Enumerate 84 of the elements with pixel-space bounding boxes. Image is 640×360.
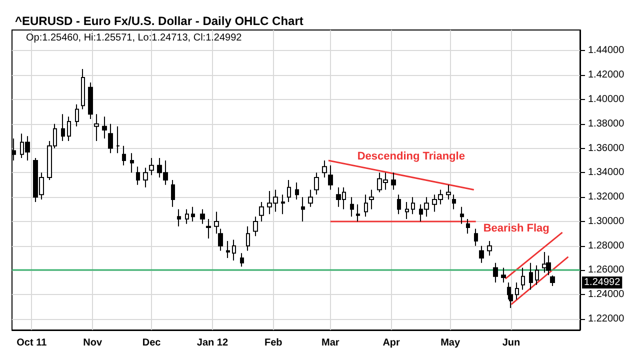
candlestick xyxy=(75,104,79,127)
candlestick xyxy=(460,206,464,224)
candlestick xyxy=(295,182,299,200)
y-tick-label: 1.42000 xyxy=(588,70,625,81)
candlestick xyxy=(521,267,525,290)
candlestick xyxy=(391,172,396,190)
candlestick xyxy=(350,196,354,218)
candlestick xyxy=(88,82,93,120)
candlestick xyxy=(171,180,175,208)
candlestick xyxy=(529,262,533,290)
y-tick-label: 1.22000 xyxy=(588,314,625,325)
x-tick-label: Mar xyxy=(321,338,340,348)
candlestick xyxy=(259,201,264,222)
x-tick-label: Dec xyxy=(142,338,162,348)
annotation: Descending Triangle xyxy=(357,150,465,162)
x-tick-label: Nov xyxy=(83,338,102,348)
candlestick xyxy=(328,164,333,190)
x-tick-label: Oct 11 xyxy=(16,338,48,348)
candlestick xyxy=(550,274,555,286)
candlestick xyxy=(542,251,547,274)
candlestick xyxy=(253,216,258,237)
candlestick xyxy=(479,245,484,264)
annotation: Op:1.25460, Hi:1.25571, Lo:1.24713, Cl:1.24992 xyxy=(26,32,242,44)
candlestick xyxy=(81,68,85,110)
y-tick-label: 1.30000 xyxy=(588,216,625,227)
candlestick xyxy=(246,226,250,252)
candlestick xyxy=(446,184,451,200)
y-tick-label: 1.38000 xyxy=(588,118,625,130)
candlestick xyxy=(301,196,305,222)
candlestick xyxy=(356,204,360,222)
y-tick-label: 1.28000 xyxy=(588,240,625,252)
candlestick xyxy=(314,172,319,196)
y-tick-label: 1.24000 xyxy=(588,289,625,300)
y-tick-label: 1.26000 xyxy=(588,264,625,276)
candlestick xyxy=(501,267,506,283)
candlestick xyxy=(102,116,107,140)
candlestick xyxy=(369,189,374,210)
annotation: Bearish Flag xyxy=(483,222,550,234)
candlestick xyxy=(546,255,551,276)
candlestick xyxy=(287,180,291,202)
y-tick-label: 1.44000 xyxy=(588,45,625,56)
candlestick xyxy=(94,114,99,142)
candlestick xyxy=(240,252,244,268)
candlestick xyxy=(411,196,415,215)
x-tick-label: Jan 12 xyxy=(196,338,228,348)
candlestick xyxy=(405,201,409,220)
candlestick xyxy=(130,152,134,174)
candlestick xyxy=(206,218,211,240)
candlestick xyxy=(487,240,492,256)
x-tick-label: Feb xyxy=(264,338,282,348)
chart-title: ^EURUSD - Euro Fx/U.S. Dollar - Daily OHLC Chart xyxy=(15,14,304,28)
candlestick xyxy=(322,160,327,178)
candlestick xyxy=(281,194,285,215)
x-tick-label: May xyxy=(440,338,460,348)
candlestick xyxy=(493,262,498,283)
candlestick xyxy=(397,194,401,215)
candlestick xyxy=(308,189,313,208)
x-tick-label: Apr xyxy=(382,338,400,348)
candlestick xyxy=(177,208,181,227)
candlestick xyxy=(67,116,71,142)
candlestick xyxy=(136,166,140,186)
candlestick xyxy=(108,123,113,154)
candlestick xyxy=(535,264,539,286)
candlestick xyxy=(226,240,230,259)
candlestick xyxy=(364,194,368,218)
x-tick-label: Jun xyxy=(502,338,520,348)
candlestick xyxy=(61,114,65,142)
candlestick xyxy=(191,206,195,222)
y-tick-label: 1.40000 xyxy=(588,94,625,106)
y-tick-label: 1.32000 xyxy=(588,192,625,203)
candlestick xyxy=(474,228,478,246)
y-tick-label: 1.34000 xyxy=(588,167,625,178)
candlestick xyxy=(143,167,148,188)
candlestick xyxy=(149,158,154,176)
candlestick xyxy=(466,218,470,234)
candlestick xyxy=(122,145,126,166)
y-tick-label: 1.36000 xyxy=(588,142,625,154)
candlestick xyxy=(200,208,205,224)
candlestick xyxy=(185,208,189,224)
candlestick xyxy=(515,282,519,300)
candlestick xyxy=(116,126,120,154)
candlestick xyxy=(232,239,236,261)
candlestick xyxy=(452,194,456,210)
text: 1.24992 xyxy=(584,277,621,288)
